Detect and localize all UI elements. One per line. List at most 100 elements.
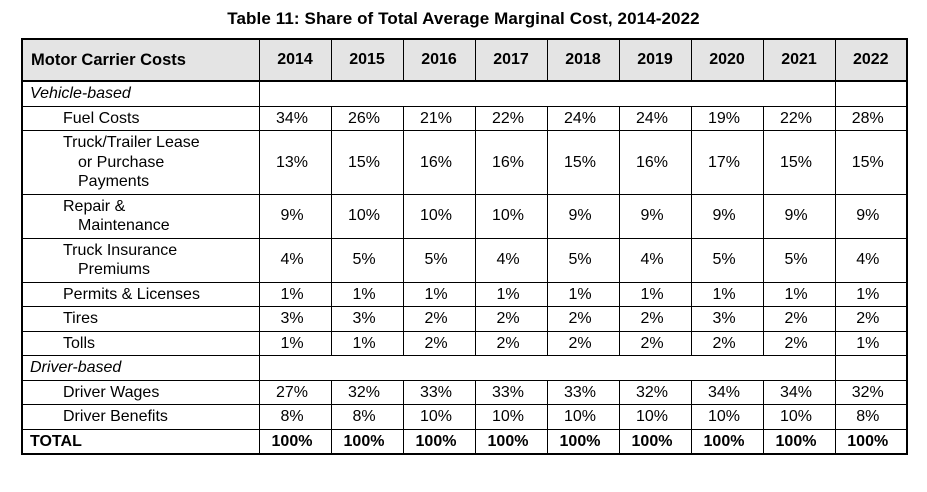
value-cell: 100% [402, 428, 476, 455]
value-cell: 5% [762, 237, 836, 283]
value-cell: 2% [690, 330, 764, 357]
value-cell: 2% [834, 306, 908, 332]
value-cell: 34% [258, 105, 332, 132]
value-cell: 4% [474, 237, 548, 283]
value-cell: 4% [618, 237, 692, 283]
year-column-header: 2019 [618, 38, 692, 82]
value-cell: 4% [834, 237, 908, 283]
data-row: Tolls 1% 1% 2% 2% 2% 2% 2% 2% 1% [21, 330, 908, 357]
year-column-header: 2022 [834, 38, 908, 82]
value-cell: 1% [258, 281, 332, 308]
value-cell: 33% [546, 379, 620, 406]
row-label-line: Driver Benefits [63, 408, 168, 426]
value-cell: 26% [330, 105, 404, 132]
value-cell: 2% [618, 330, 692, 357]
value-cell: 9% [618, 193, 692, 239]
row-label: Tolls [21, 330, 260, 357]
value-cell: 15% [546, 130, 620, 195]
row-label-line: Vehicle-based [30, 85, 131, 102]
value-cell: 2% [402, 330, 476, 357]
value-cell: 21% [402, 105, 476, 132]
value-cell: 5% [690, 237, 764, 283]
data-row: Truck/Trailer Lease or Purchase Payments 13… [21, 130, 908, 195]
value-cell: 33% [474, 379, 548, 406]
row-label-line: Tires [63, 310, 98, 328]
value-cell: 8% [834, 404, 908, 430]
value-cell: 16% [474, 130, 548, 195]
value-cell: 5% [330, 237, 404, 283]
row-label: Tires [21, 306, 260, 332]
value-cell: 1% [474, 281, 548, 308]
row-label-line: or Purchase [78, 153, 165, 171]
row-label: Repair & Maintenance [21, 193, 260, 239]
value-cell: 9% [834, 193, 908, 239]
value-cell: 15% [330, 130, 404, 195]
row-label-line: Fuel Costs [63, 109, 140, 127]
value-cell: 27% [258, 379, 332, 406]
value-cell: 1% [618, 281, 692, 308]
value-cell: 8% [330, 404, 404, 430]
value-cell: 100% [546, 428, 620, 455]
cost-share-table: Motor Carrier Costs 2014 2015 2016 2017 2018 2… [21, 38, 908, 456]
value-cell: 10% [690, 404, 764, 430]
row-label-line: Repair & [63, 197, 126, 215]
row-label: Truck/Trailer Lease or Purchase Payments [21, 130, 260, 195]
value-cell: 1% [834, 330, 908, 357]
value-cell: 100% [690, 428, 764, 455]
value-cell: 1% [546, 281, 620, 308]
year-column-header: 2021 [762, 38, 836, 82]
year-column-header: 2016 [402, 38, 476, 82]
value-cell: 10% [762, 404, 836, 430]
row-label: Truck Insurance Premiums [21, 237, 260, 283]
value-cell: 2% [762, 330, 836, 357]
value-cell: 9% [690, 193, 764, 239]
row-label-line: TOTAL [30, 432, 82, 450]
value-cell: 17% [690, 130, 764, 195]
value-cell: 5% [402, 237, 476, 283]
value-cell: 1% [402, 281, 476, 308]
value-cell: 2% [546, 330, 620, 357]
value-cell: 9% [762, 193, 836, 239]
value-cell: 10% [474, 193, 548, 239]
value-cell: 15% [762, 130, 836, 195]
row-label-line: Payments [78, 173, 150, 191]
value-cell: 10% [618, 404, 692, 430]
row-label-line: Truck/Trailer Lease [63, 134, 200, 152]
section-row: Driver-based [21, 355, 908, 381]
value-cell: 8% [258, 404, 332, 430]
value-cell: 1% [258, 330, 332, 357]
value-cell: 9% [258, 193, 332, 239]
empty-cell [258, 355, 836, 381]
value-cell: 9% [546, 193, 620, 239]
header-row: Motor Carrier Costs 2014 2015 2016 2017 2018 2… [21, 38, 908, 82]
value-cell: 1% [834, 281, 908, 308]
value-cell: 10% [402, 193, 476, 239]
value-cell: 32% [330, 379, 404, 406]
row-label: TOTAL [21, 428, 260, 455]
value-cell: 28% [834, 105, 908, 132]
year-column-header: 2015 [330, 38, 404, 82]
value-cell: 1% [762, 281, 836, 308]
data-row: Fuel Costs 34% 26% 21% 22% 24% 24% 19% 22% 28% [21, 105, 908, 132]
value-cell: 16% [618, 130, 692, 195]
data-row: Driver Wages 27% 32% 33% 33% 33% 32% 34% 34% 32% [21, 379, 908, 406]
value-cell: 2% [402, 306, 476, 332]
value-cell: 22% [762, 105, 836, 132]
row-label-line: Permits & Licenses [63, 285, 200, 303]
year-column-header: 2018 [546, 38, 620, 82]
row-label: Driver Wages [21, 379, 260, 406]
value-cell: 100% [834, 428, 908, 455]
value-cell: 24% [546, 105, 620, 132]
data-row: Repair & Maintenance 9% 10% 10% 10% 9% 9% 9% 9% 9% [21, 193, 908, 239]
value-cell: 10% [330, 193, 404, 239]
data-row: Driver Benefits 8% 8% 10% 10% 10% 10% 10% 10% 8% [21, 404, 908, 430]
value-cell: 1% [330, 330, 404, 357]
value-cell: 2% [474, 306, 548, 332]
row-label: Fuel Costs [21, 105, 260, 132]
value-cell: 34% [690, 379, 764, 406]
data-row: Tires 3% 3% 2% 2% 2% 2% 3% 2% 2% [21, 306, 908, 332]
value-cell: 15% [834, 130, 908, 195]
value-cell: 24% [618, 105, 692, 132]
year-column-header: 2017 [474, 38, 548, 82]
row-label-line: Driver-based [30, 359, 122, 377]
